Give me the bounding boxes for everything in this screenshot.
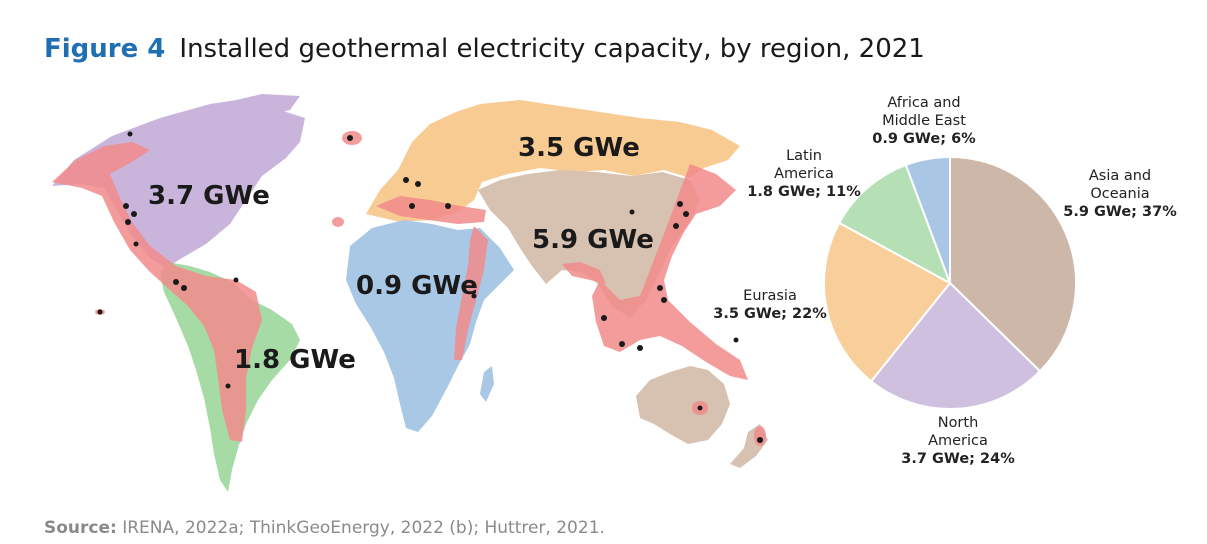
plant-marker — [409, 203, 415, 209]
plant-marker — [637, 345, 643, 351]
map-region-madagascar — [480, 366, 494, 402]
world-map: 3.7 GWe 1.8 GWe 3.5 GWe 0.9 GWe 5.9 GWe — [52, 94, 768, 492]
plant-marker — [697, 405, 703, 411]
pie-slice — [904, 155, 951, 284]
pie-chart: Asia and Oceania 5.9 GWe; 37% North America 3… — [713, 95, 1177, 467]
map-label-latin-america: 1.8 GWe — [234, 345, 356, 375]
belt-mediterranean — [376, 196, 486, 224]
plant-marker — [661, 297, 667, 303]
pie-slice-name: Oceania — [1090, 186, 1149, 202]
plant-marker — [123, 203, 129, 209]
plant-marker — [131, 211, 137, 217]
plant-marker — [173, 279, 179, 285]
plant-marker — [471, 293, 477, 299]
pie-slice-name: Middle East — [882, 113, 966, 129]
pie-slice-value: 0.9 GWe; 6% — [872, 131, 976, 147]
pie-slice-label: Latin America 1.8 GWe; 11% — [747, 148, 861, 200]
pie-slice-label: Eurasia 3.5 GWe; 22% — [713, 288, 827, 322]
plant-marker — [629, 209, 635, 215]
pie-slice-name: America — [774, 166, 834, 182]
belt-east-africa — [454, 226, 488, 360]
pie-slice-name: Eurasia — [743, 288, 797, 304]
pie-slice-label: Asia and Oceania 5.9 GWe; 37% — [1063, 168, 1177, 220]
plant-marker — [619, 341, 625, 347]
plant-marker — [403, 177, 409, 183]
plant-marker — [181, 285, 187, 291]
plant-marker — [673, 223, 679, 229]
map-region-africa-middle-east — [346, 220, 514, 432]
pie-slice-name: Africa and — [887, 95, 960, 111]
plant-marker — [133, 241, 139, 247]
belt-americas — [52, 142, 262, 442]
figure-title: Figure 4 Installed geothermal electricity… — [44, 34, 925, 64]
pie-slice — [837, 163, 952, 286]
figure-caption: Installed geothermal electricity capacit… — [179, 34, 925, 64]
pie-slice-value: 3.5 GWe; 22% — [713, 306, 827, 322]
map-label-africa-middle-east: 0.9 GWe — [356, 271, 478, 301]
plant-marker — [445, 203, 451, 209]
pie-slice — [949, 155, 1077, 373]
map-label-eurasia: 3.5 GWe — [518, 133, 640, 163]
plant-marker — [233, 277, 239, 283]
plant-marker — [683, 211, 689, 217]
pie-slice-label: Africa and Middle East 0.9 GWe; 6% — [872, 95, 976, 147]
belt-new-zealand — [754, 426, 766, 446]
pie-slice-value: 3.7 GWe; 24% — [901, 451, 1015, 467]
plant-markers — [97, 131, 763, 443]
pie-slice-name: America — [928, 433, 988, 449]
pie-slice-label: North America 3.7 GWe; 24% — [901, 415, 1015, 467]
plant-marker — [601, 315, 607, 321]
map-label-north-america: 3.7 GWe — [148, 181, 270, 211]
map-region-north-america — [52, 96, 305, 268]
pie-slice — [823, 221, 952, 383]
plant-marker — [657, 285, 663, 291]
map-region-eurasia — [366, 100, 740, 222]
figure-number: Figure 4 — [44, 34, 166, 64]
pie-slice-value: 5.9 GWe; 37% — [1063, 204, 1177, 220]
belt-azores — [332, 217, 344, 227]
source-label: Source: — [44, 518, 117, 538]
source-text: IRENA, 2022a; ThinkGeoEnergy, 2022 (b); … — [122, 518, 605, 538]
plant-marker — [125, 219, 131, 225]
pie-slice-name: Latin — [786, 148, 822, 164]
plant-marker — [677, 201, 683, 207]
plant-marker — [757, 437, 763, 443]
pie-slice — [869, 281, 1042, 410]
pie-slice-name: North — [938, 415, 979, 431]
pie-slice-value: 1.8 GWe; 11% — [747, 184, 861, 200]
pie-slice-name: Asia and — [1089, 168, 1151, 184]
plant-marker — [733, 337, 739, 343]
plant-marker — [127, 131, 133, 137]
source-note: Source: IRENA, 2022a; ThinkGeoEnergy, 20… — [44, 518, 605, 538]
plant-marker — [225, 383, 231, 389]
map-region-asia — [478, 170, 700, 318]
map-region-australia — [636, 366, 730, 444]
plant-marker — [415, 181, 421, 187]
map-label-asia-oceania: 5.9 GWe — [532, 225, 654, 255]
belt-himalaya — [562, 262, 606, 284]
plant-marker — [97, 309, 103, 315]
plant-marker — [347, 135, 353, 141]
belt-west-pacific — [592, 164, 748, 380]
map-region-greenland — [236, 94, 300, 116]
